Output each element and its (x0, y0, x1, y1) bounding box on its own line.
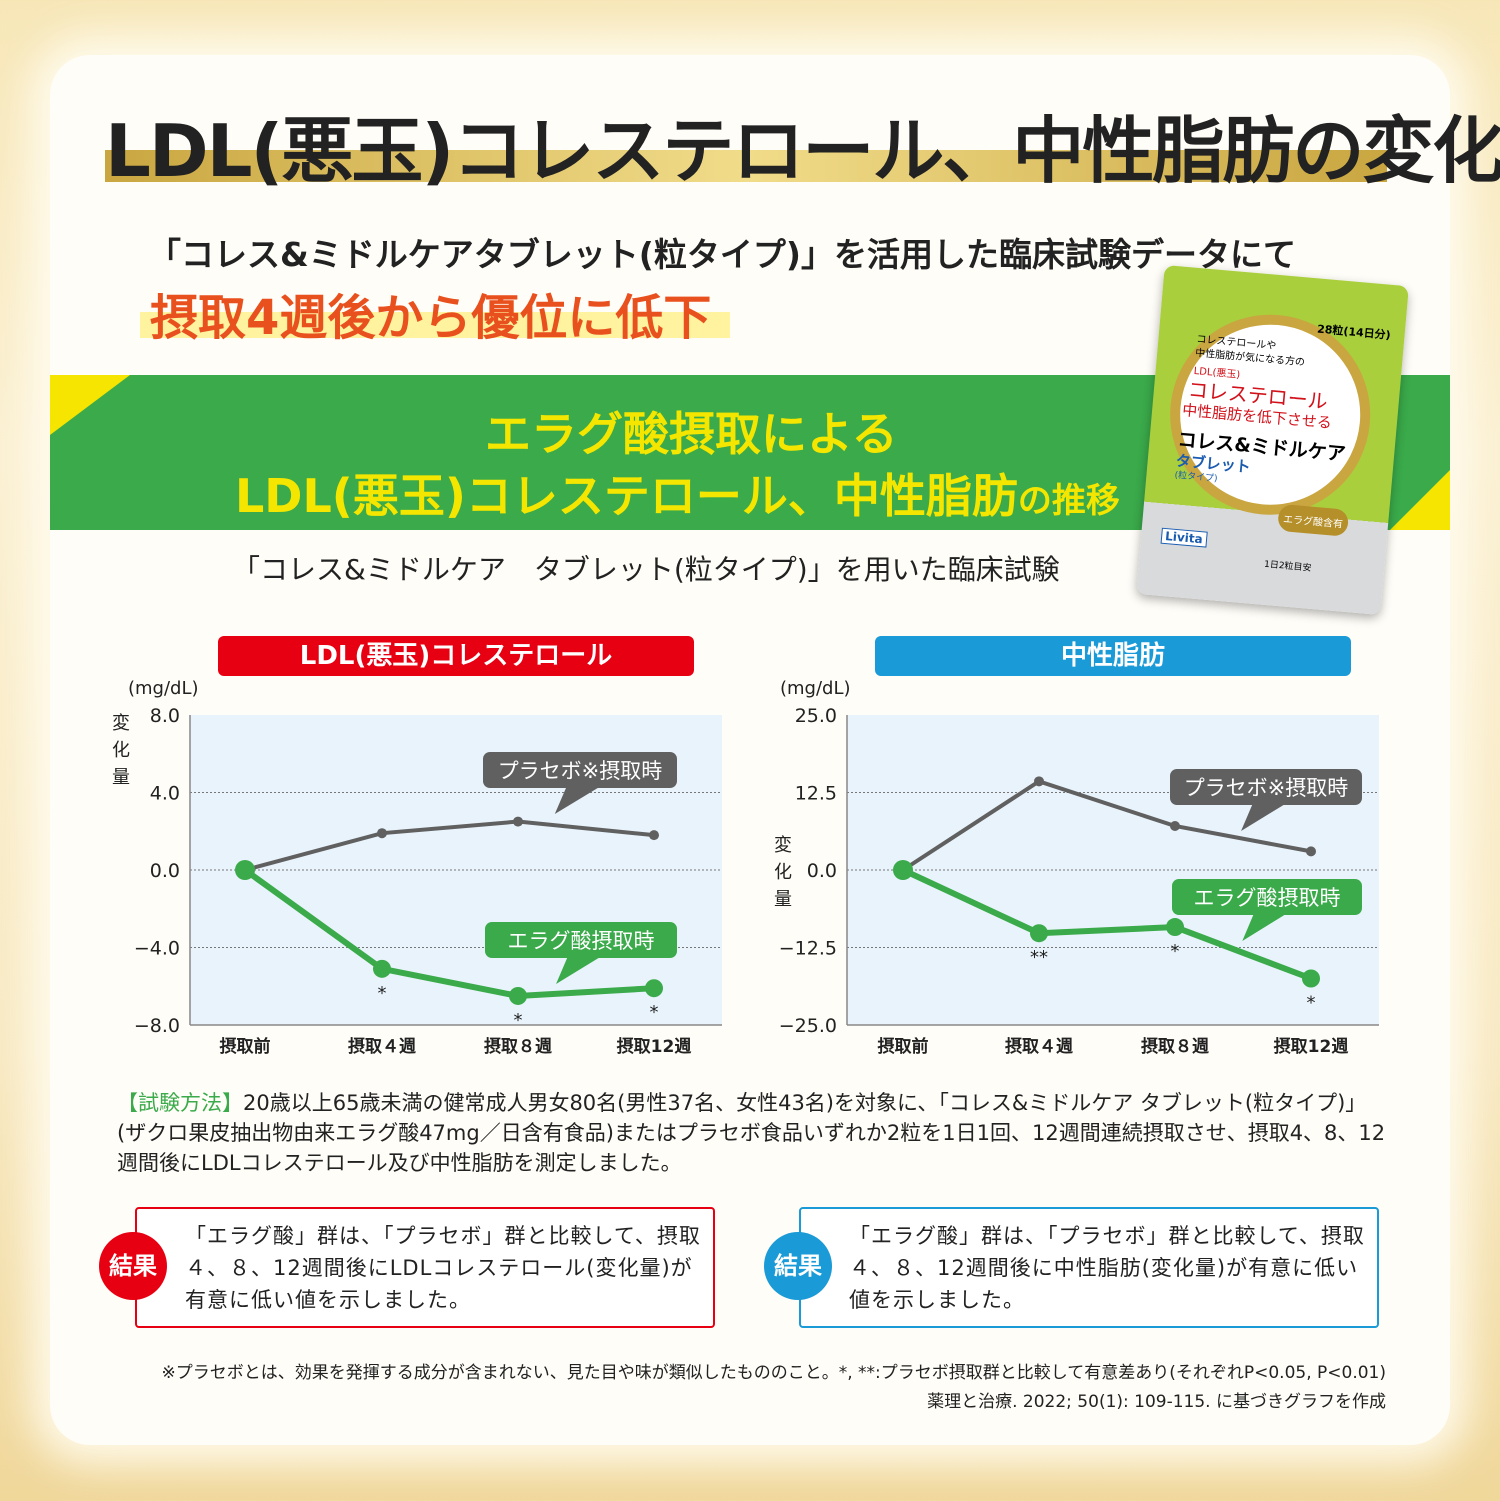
y-tick-label: 4.0 (150, 783, 180, 805)
tg-unit-label: (mg/dL) (780, 678, 851, 699)
data-point (373, 959, 391, 978)
footnote-source: 薬理と治療. 2022; 50(1): 109-115. に基づきグラフを作成 (927, 1392, 1386, 1412)
data-point (649, 830, 659, 841)
banner-line-2: LDL(悪玉)コレステロール、中性脂肪の推移 (235, 460, 1120, 526)
y-tick-label: 25.0 (795, 705, 837, 727)
data-point (1166, 918, 1184, 937)
data-point (1170, 820, 1180, 831)
ldl-chart-header: LDL(悪玉)コレステロール (218, 636, 694, 676)
trial-caption: 「コレス&ミドルケア タブレット(粒タイプ)」を用いた臨床試験 (232, 553, 1060, 586)
x-tick-label: 摂取前 (878, 1036, 929, 1057)
package-badge: エラグ酸含有 (1277, 503, 1350, 537)
method-text: 20歳以上65歳未満の健常成人男女80名(男性37名、女性43名)を対象に、「コ… (117, 1091, 1386, 1175)
y-tick-label: 12.5 (795, 783, 837, 805)
package-dose: 1日2粒目安 (1263, 559, 1312, 574)
callout-ellagic (485, 922, 677, 958)
banner-corner (1390, 470, 1450, 530)
method-label: 【試験方法】 (117, 1091, 243, 1115)
data-point (1306, 846, 1316, 857)
significance-mark: * (1171, 941, 1180, 962)
page-title: LDL(悪玉)コレステロール、中性脂肪の変化 (105, 109, 1500, 193)
test-method: 【試験方法】20歳以上65歳未満の健常成人男女80名(男性37名、女性43名)を… (117, 1088, 1387, 1178)
banner-line-2-suffix: の推移 (1017, 481, 1120, 521)
callout-tail (1241, 804, 1286, 831)
legend-label: エラグ酸摂取時 (1194, 886, 1341, 910)
product-package-image: 28粒(14日分) コレステロールや 中性脂肪が気になる方の LDL(悪玉) コ… (1136, 264, 1409, 616)
data-point (1302, 969, 1320, 988)
x-tick-label: 摂取４週 (1005, 1036, 1073, 1057)
tg-line-chart: 25.0 12.5 0.0 −12.5 −25.0 摂取前 摂取４週 摂取８週 摂取12週 プラセ… (779, 705, 1379, 1057)
x-tick-label: 摂取12週 (617, 1036, 692, 1057)
x-tick-label: 摂取８週 (1141, 1036, 1209, 1057)
callout-tail (1242, 914, 1286, 941)
series-line-placebo (901, 779, 1312, 872)
lead-text: 摂取4週後から優位に低下 (150, 290, 712, 346)
y-tick-label: 0.0 (150, 860, 180, 882)
tg-result-box (799, 1207, 1379, 1328)
x-tick-label: 摂取８週 (484, 1036, 552, 1057)
x-tick-label: 摂取４週 (348, 1036, 416, 1057)
y-tick-label: 0.0 (807, 860, 837, 882)
tg-y-axis-label: 変化量 (774, 835, 792, 910)
data-point (1030, 924, 1048, 943)
package-type: (粒タイプ) (1174, 470, 1218, 485)
callout-tail (554, 787, 600, 814)
data-point (1034, 776, 1044, 787)
legend-label: プラセボ※摂取時 (1184, 776, 1349, 800)
series-line-ellagic (901, 867, 1313, 982)
package-logo: Livita (1160, 527, 1208, 548)
significance-mark: * (650, 1002, 659, 1023)
subtitle: 「コレス&ミドルケアタブレット(粒タイプ)」を活用した臨床試験データにて (148, 235, 1296, 274)
ldl-result-badge: 結果 (99, 1232, 167, 1300)
data-point (235, 860, 255, 880)
y-tick-label: −25.0 (779, 1015, 837, 1037)
legend-label: プラセボ※摂取時 (498, 759, 663, 783)
y-tick-label: 8.0 (150, 705, 180, 727)
title-underline (105, 150, 1387, 182)
data-point (645, 979, 663, 998)
ldl-unit-label: (mg/dL) (128, 678, 199, 699)
y-tick-label: −4.0 (134, 938, 180, 960)
callout-placebo (483, 752, 677, 788)
significance-mark: ** (1030, 947, 1048, 968)
banner-line-2-main: LDL(悪玉)コレステロール、中性脂肪 (235, 469, 1018, 523)
callout-tail (556, 957, 601, 984)
data-point (509, 986, 527, 1005)
x-tick-label: 摂取12週 (1274, 1036, 1349, 1057)
series-line-ellagic (243, 867, 655, 999)
callout-placebo (1170, 769, 1362, 805)
tg-result-text: 「エラグ酸」群は、「プラセボ」群と比較して、摂取４、８、12週間後に中性脂肪(変… (849, 1224, 1365, 1312)
footnote-placebo: ※プラセボとは、効果を発揮する成分が含まれない、見た目や味が類似したもののこと。… (161, 1363, 1386, 1383)
tg-result-badge: 結果 (764, 1232, 832, 1300)
x-tick-label: 摂取前 (220, 1036, 271, 1057)
ldl-line-chart: 8.0 4.0 0.0 −4.0 −8.0 摂取前 摂取４週 摂取８週 摂取12週 プラセボ※摂取… (134, 705, 722, 1057)
ldl-y-axis-label: 変化量 (112, 713, 130, 788)
lead-highlight (140, 312, 730, 338)
data-point (377, 828, 387, 839)
legend-label: エラグ酸摂取時 (508, 929, 655, 953)
banner-line-1: エラグ酸摂取による (485, 407, 898, 461)
data-point (513, 816, 523, 827)
significance-mark: * (514, 1010, 523, 1031)
data-point (893, 860, 913, 880)
series-line-placebo (244, 819, 655, 872)
ldl-result-text: 「エラグ酸」群は、「プラセボ」群と比較して、摂取４、８、12週間後にLDLコレス… (185, 1224, 701, 1312)
y-tick-label: −8.0 (134, 1015, 180, 1037)
significance-mark: * (1307, 993, 1316, 1014)
y-tick-label: −12.5 (779, 938, 837, 960)
tg-chart-header: 中性脂肪 (875, 636, 1351, 676)
callout-ellagic (1172, 879, 1362, 915)
significance-mark: * (378, 983, 387, 1004)
ldl-result-box (135, 1207, 715, 1328)
banner-corner (50, 375, 130, 435)
